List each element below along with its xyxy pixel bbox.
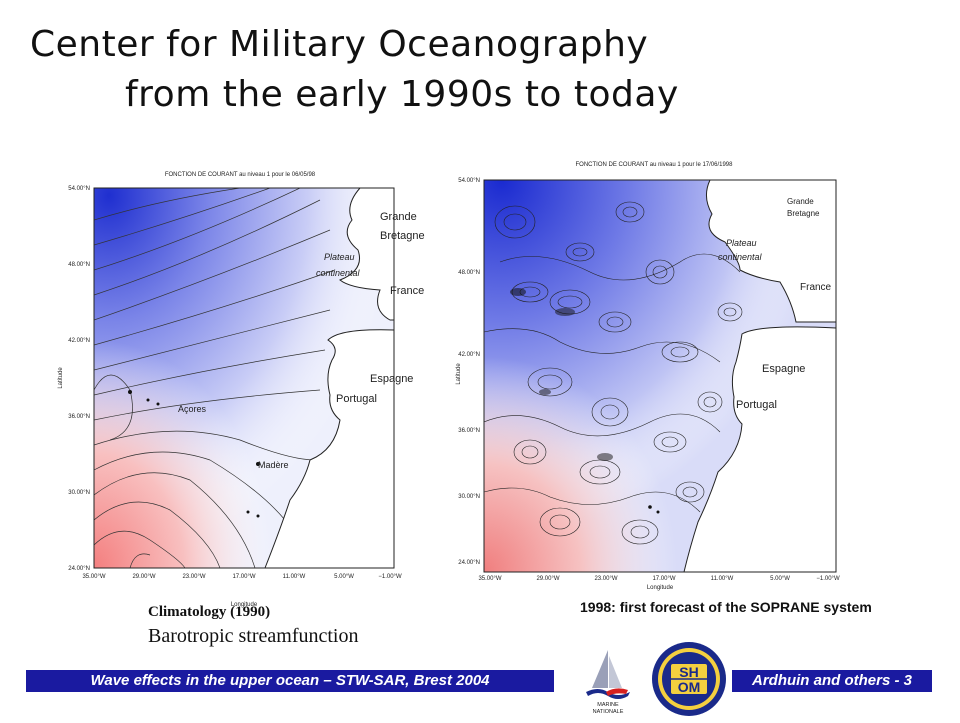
slide-title: Center for Military Oceanography from th… bbox=[30, 20, 679, 120]
label-continental: continental bbox=[316, 268, 361, 278]
label-madere: Madère bbox=[258, 460, 289, 470]
x-tick: 17.00°W bbox=[232, 574, 255, 580]
y-tick: 36.00°N bbox=[68, 414, 90, 420]
title-line-2: from the early 1990s to today bbox=[125, 74, 679, 115]
x-ticks: 35.00°W 29.00°W 23.00°W 17.00°W 11.00°W … bbox=[82, 574, 401, 580]
shom-logo: SH OM bbox=[650, 640, 728, 718]
label-plateau: Plateau bbox=[324, 252, 355, 262]
y-axis-label: Latitude bbox=[58, 367, 64, 389]
x-tick: −1.00°W bbox=[378, 574, 402, 580]
y-tick: 30.00°N bbox=[458, 494, 480, 500]
dense-eddies bbox=[510, 288, 613, 461]
shom-logo-text-top: SH bbox=[679, 664, 698, 680]
x-tick: 17.00°W bbox=[652, 576, 675, 582]
landmass bbox=[128, 187, 395, 569]
y-axis-label: Latitude bbox=[456, 363, 462, 385]
footer-conference: Wave effects in the upper ocean – STW-SA… bbox=[26, 670, 554, 692]
y-tick: 54.00°N bbox=[458, 178, 480, 184]
y-tick: 42.00°N bbox=[68, 338, 90, 344]
label-france: France bbox=[800, 282, 832, 293]
label-grande: Grande bbox=[380, 211, 417, 223]
y-tick: 42.00°N bbox=[458, 352, 480, 358]
x-axis-label: Longitude bbox=[231, 602, 258, 608]
label-espagne: Espagne bbox=[762, 363, 805, 375]
x-tick: −1.00°W bbox=[816, 576, 840, 582]
x-tick: 23.00°W bbox=[594, 576, 617, 582]
x-ticks: 35.00°W 29.00°W 23.00°W 17.00°W 11.00°W … bbox=[478, 576, 839, 582]
y-tick: 24.00°N bbox=[458, 560, 480, 566]
marine-nationale-logo: MARINE NATIONALE bbox=[578, 646, 638, 716]
x-tick: 5.00°W bbox=[770, 576, 790, 582]
label-portugal: Portugal bbox=[736, 399, 777, 411]
caption-climatology-line-2: Barotropic streamfunction bbox=[148, 625, 359, 647]
label-france: France bbox=[390, 285, 424, 297]
map-header: FONCTION DE COURANT au niveau 1 pour le … bbox=[165, 172, 316, 178]
footer-author: Ardhuin and others - 3 bbox=[732, 670, 932, 692]
x-tick: 29.00°W bbox=[536, 576, 559, 582]
x-tick: 35.00°W bbox=[82, 574, 105, 580]
label-portugal: Portugal bbox=[336, 393, 377, 405]
x-tick: 5.00°W bbox=[334, 574, 354, 580]
map-soprane-forecast: FONCTION DE COURANT au niveau 1 pour le … bbox=[440, 152, 850, 592]
title-line-1: Center for Military Oceanography bbox=[30, 24, 649, 65]
landmass bbox=[648, 179, 837, 573]
y-ticks: 54.00°N 48.00°N 42.00°N 36.00°N 30.00°N … bbox=[68, 186, 90, 572]
label-acores: Açores bbox=[178, 404, 207, 414]
caption-climatology-line-1: Climatology (1990) bbox=[148, 604, 271, 620]
label-espagne: Espagne bbox=[370, 373, 413, 385]
x-tick: 11.00°W bbox=[283, 574, 306, 580]
y-tick: 36.00°N bbox=[458, 428, 480, 434]
caption-climatology: Climatology (1990) Barotropic streamfunc… bbox=[148, 604, 359, 648]
y-tick: 48.00°N bbox=[458, 270, 480, 276]
x-axis-label: Longitude bbox=[647, 585, 674, 591]
map-climatology: FONCTION DE COURANT au niveau 1 pour le … bbox=[40, 160, 440, 610]
x-tick: 23.00°W bbox=[182, 574, 205, 580]
x-tick: 11.00°W bbox=[711, 576, 734, 582]
marine-logo-text-2: NATIONALE bbox=[593, 709, 624, 715]
y-tick: 24.00°N bbox=[68, 566, 90, 572]
y-ticks: 54.00°N 48.00°N 42.00°N 36.00°N 30.00°N … bbox=[458, 178, 480, 566]
label-bretagne: Bretagne bbox=[787, 209, 820, 218]
y-tick: 48.00°N bbox=[68, 262, 90, 268]
y-tick: 54.00°N bbox=[68, 186, 90, 192]
label-continental: continental bbox=[718, 252, 763, 262]
y-tick: 30.00°N bbox=[68, 490, 90, 496]
marine-logo-text-1: MARINE bbox=[597, 702, 619, 708]
caption-soprane: 1998: first forecast of the SOPRANE syst… bbox=[580, 599, 872, 615]
x-tick: 29.00°W bbox=[132, 574, 155, 580]
x-tick: 35.00°W bbox=[478, 576, 501, 582]
map-header: FONCTION DE COURANT au niveau 1 pour le … bbox=[576, 162, 734, 168]
shom-logo-text-bottom: OM bbox=[678, 679, 701, 695]
label-bretagne: Bretagne bbox=[380, 230, 425, 242]
label-grande: Grande bbox=[787, 197, 814, 206]
label-plateau: Plateau bbox=[726, 238, 757, 248]
